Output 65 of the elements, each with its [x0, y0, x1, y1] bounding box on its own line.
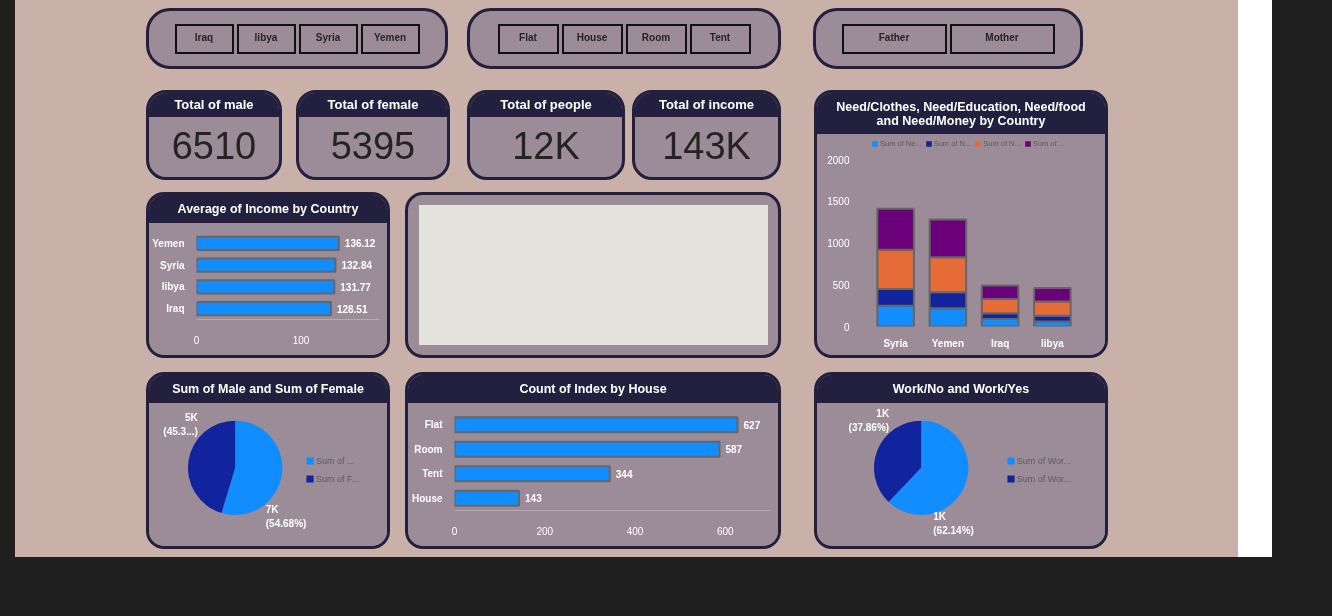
y-tick-label: Iraq — [166, 303, 185, 315]
x-tick-label: Syria — [883, 337, 909, 349]
data-label: 5K (45.3...) — [163, 412, 199, 437]
text: 6510 — [170, 124, 258, 169]
y-tick-label: 0 — [843, 321, 850, 333]
y-tick-label: Syria — [160, 259, 185, 271]
category-label: Mother — [949, 23, 1055, 54]
data-label: 136.12 — [344, 238, 376, 250]
bar — [454, 489, 521, 507]
category-label: Yemen — [360, 23, 420, 54]
data-label: 627 — [743, 419, 761, 431]
chart-title: Sum of Male and Sum of Female — [149, 375, 387, 403]
chart-title: Work/No and Work/Yes — [817, 375, 1105, 403]
text: Total of male — [149, 93, 279, 117]
bar — [196, 279, 336, 295]
x-tick-label: 600 — [717, 525, 735, 537]
x-tick-label: 100 — [292, 334, 310, 346]
y-tick-label: Flat — [424, 419, 444, 431]
bar — [454, 465, 611, 483]
text: 5395 — [329, 124, 417, 169]
text: Total of income — [635, 93, 778, 117]
x-tick-label: libya — [1040, 337, 1065, 349]
data-label: 344 — [615, 468, 633, 480]
category-label: Father — [841, 23, 947, 54]
x-tick-label: 0 — [193, 334, 200, 346]
data-label: 1K (62.14%) — [933, 511, 974, 537]
y-tick-label: libya — [161, 281, 185, 293]
data-label: 143 — [525, 493, 543, 505]
data-label: 128.51 — [336, 303, 368, 315]
text: 12K — [511, 124, 581, 169]
category-label: Syria — [298, 23, 358, 54]
data-label: 7K (54.68%) — [265, 503, 307, 529]
x-tick-label: 200 — [536, 525, 554, 537]
y-tick-label: Yemen — [152, 237, 185, 249]
text: Total of female — [299, 93, 447, 117]
text: Total of people — [470, 93, 622, 117]
data-label: 131.77 — [340, 281, 372, 293]
data-label: 1K (37.86%) — [848, 408, 890, 433]
y-tick-label: Tent — [422, 468, 444, 480]
bar — [454, 416, 739, 434]
bar — [196, 235, 340, 252]
category-label: Room — [625, 23, 687, 54]
chart-title: Need/Clothes, Need/Education, Need/food and Need/Money by Country — [817, 93, 1105, 134]
bar — [196, 300, 332, 317]
data-label: 132.84 — [341, 260, 373, 272]
chart-title: Count of Index by House — [408, 375, 778, 403]
x-tick-label: Iraq — [990, 337, 1010, 349]
x-tick-label: Yemen — [931, 337, 964, 349]
y-tick-label: 500 — [832, 279, 850, 291]
category-label: Tent — [689, 23, 751, 54]
x-tick-label: 0 — [451, 525, 458, 537]
y-tick-label: 1000 — [827, 238, 850, 249]
chart-title: Average of Income by Country — [149, 195, 387, 223]
category-label: House — [561, 23, 623, 54]
category-label: Flat — [497, 23, 559, 54]
y-tick-label: 1500 — [827, 196, 850, 208]
x-tick-label: 400 — [626, 525, 644, 537]
category-label: libya — [236, 23, 296, 54]
bar — [196, 257, 337, 273]
y-tick-label: House — [411, 492, 443, 504]
bar — [454, 440, 721, 458]
y-tick-label: Room — [414, 443, 443, 455]
text: 143K — [661, 124, 752, 169]
data-label: 587 — [725, 444, 743, 456]
y-tick-label: 2000 — [827, 154, 850, 166]
